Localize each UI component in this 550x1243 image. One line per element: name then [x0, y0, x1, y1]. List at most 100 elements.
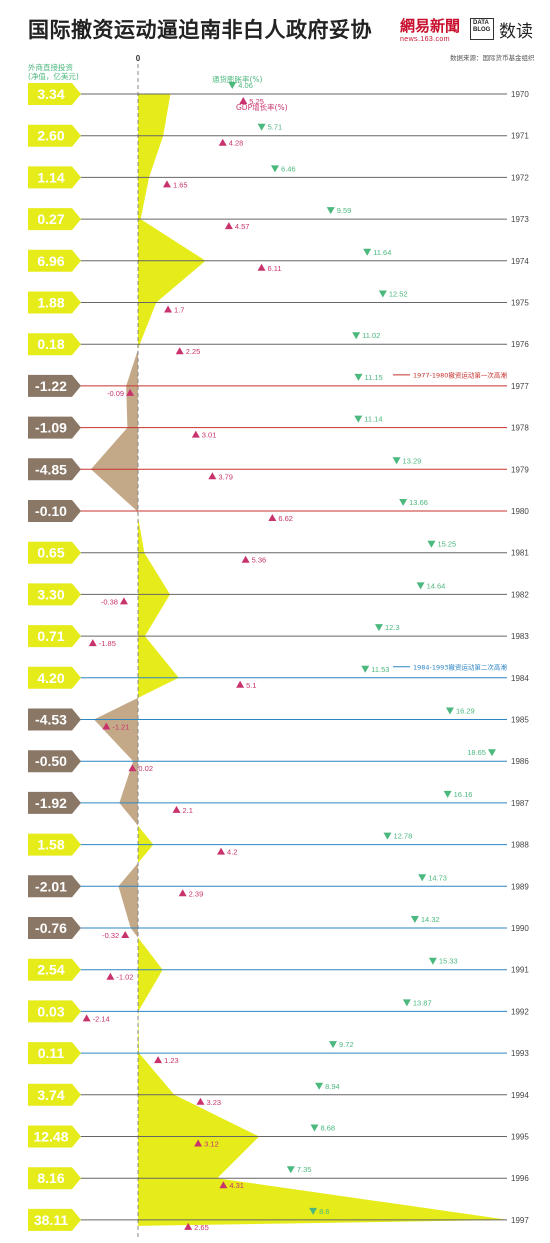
netease-logo-text: 網易新聞 — [400, 17, 461, 35]
year-row: 1.88 1975 12.52 1.7 — [28, 290, 529, 315]
inflation-value-label: 14.73 — [428, 873, 447, 882]
inflation-value-label: 13.29 — [403, 456, 422, 465]
inflation-marker — [374, 624, 383, 632]
fdi-value-label: -0.10 — [35, 503, 67, 519]
year-row: 2.60 1971 5.71 4.28 — [28, 123, 529, 148]
fdi-value-label: 0.11 — [38, 1045, 65, 1061]
inflation-marker — [309, 1207, 318, 1215]
year-label: 1986 — [511, 757, 529, 766]
fdi-value-label: 1.88 — [37, 295, 64, 311]
year-label: 1990 — [511, 924, 529, 933]
gdp-marker — [194, 1139, 203, 1147]
fdi-positive-segment — [138, 552, 171, 595]
fdi-negative-area — [90, 349, 138, 938]
gdp-value-label: 3.01 — [202, 431, 217, 440]
year-label: 1991 — [511, 966, 529, 975]
inflation-value-label: 16.16 — [454, 790, 473, 799]
fdi-value-badge — [28, 291, 81, 314]
fdi-positive-segment — [138, 177, 150, 220]
fdi-negative-segment — [130, 928, 138, 938]
fdi-value-label: -0.76 — [35, 920, 67, 936]
gdp-marker — [219, 1181, 228, 1189]
fdi-value-label: -0.50 — [35, 753, 67, 769]
fdi-value-label: 1.14 — [37, 169, 64, 185]
inflation-value-label: 7.35 — [297, 1165, 312, 1174]
fdi-positive-segment — [138, 516, 145, 553]
gdp-marker — [162, 180, 171, 188]
inflation-marker — [445, 707, 454, 715]
fdi-negative-segment — [119, 761, 138, 803]
year-label: 1974 — [511, 257, 529, 266]
gdp-value-label: 5.1 — [246, 681, 256, 690]
fdi-value-badge — [28, 1208, 81, 1231]
inflation-marker — [427, 540, 436, 548]
year-row: -1.22 1977 11.15 -0.09 — [28, 373, 529, 398]
year-label: 1981 — [511, 549, 529, 558]
year-label: 1973 — [511, 215, 529, 224]
fdi-value-badge — [28, 583, 81, 606]
fdi-value-label: -1.09 — [35, 420, 67, 436]
year-row: -2.01 1989 14.73 2.39 — [28, 873, 529, 898]
fdi-positive-segment — [138, 94, 171, 136]
gdp-value-label: -0.38 — [101, 597, 118, 606]
fdi-value-badge — [28, 1000, 81, 1023]
gdp-marker — [196, 1097, 205, 1105]
inflation-marker — [286, 1166, 295, 1174]
inflation-value-label: 11.64 — [373, 248, 391, 257]
inflation-legend: 通货膨胀率(%) — [212, 74, 263, 84]
gdp-marker — [128, 764, 137, 772]
inflation-marker — [270, 165, 279, 173]
inflation-marker — [402, 999, 411, 1007]
fdi-value-badge — [28, 208, 81, 231]
fdi-positive-segment — [138, 969, 163, 1012]
fdi-value-label: 1.58 — [37, 837, 64, 853]
gdp-marker — [164, 305, 173, 313]
inflation-value-label: 6.46 — [281, 164, 296, 173]
fdi-value-badge — [28, 166, 81, 189]
inflation-marker — [392, 457, 401, 465]
inflation-value-label: 11.53 — [371, 665, 389, 674]
year-row: 38.11 1997 8.6 2.65 — [28, 1207, 529, 1232]
gdp-value-label: 1.23 — [164, 1056, 179, 1065]
year-row: 2.54 1991 15.33 -1.02 — [28, 957, 529, 982]
gdp-value-label: 3.79 — [218, 472, 233, 481]
data-source-note: 数据来源：国际货币基金组织 — [450, 55, 535, 62]
fdi-positive-segment — [138, 1094, 260, 1137]
fdi-value-label: 0.03 — [37, 1003, 64, 1019]
fdi-value-badge — [28, 875, 81, 898]
fdi-value-badge — [28, 750, 81, 773]
gdp-marker — [154, 1056, 163, 1064]
year-row: 12.48 1995 8.68 3.12 — [28, 1124, 529, 1149]
fdi-value-label: -4.53 — [35, 712, 67, 728]
inflation-value-label: 15.25 — [437, 540, 456, 549]
fdi-positive-area — [138, 94, 508, 1226]
fdi-value-badge — [28, 458, 81, 481]
inflation-marker — [329, 1041, 338, 1049]
inflation-marker — [363, 248, 372, 256]
gdp-value-label: 1.7 — [174, 306, 184, 315]
inflation-marker — [361, 665, 370, 673]
inflation-value-label: 5.71 — [268, 123, 283, 132]
gdp-value-label: -1.21 — [112, 723, 129, 732]
inflation-value-label: 13.66 — [409, 498, 428, 507]
fdi-value-label: 12.48 — [33, 1129, 68, 1145]
year-row: -4.53 1985 16.29 -1.21 — [28, 707, 529, 732]
year-label: 1972 — [511, 173, 529, 182]
gdp-value-label: 4.31 — [229, 1181, 244, 1190]
fdi-value-label: -1.22 — [35, 378, 67, 394]
fdi-negative-segment — [90, 469, 138, 511]
gdp-value-label: 5.25 — [249, 97, 264, 106]
year-row: 0.03 1992 13.87 -2.14 — [28, 998, 529, 1023]
fdi-value-label: 0.71 — [37, 628, 64, 644]
fdi-positive-segment — [138, 677, 179, 698]
inflation-marker — [354, 373, 363, 381]
fdi-negative-segment — [118, 862, 138, 887]
year-label: 1983 — [511, 632, 529, 641]
fdi-positive-segment — [138, 219, 206, 261]
year-label: 1996 — [511, 1174, 529, 1183]
gdp-value-label: 6.62 — [278, 514, 293, 523]
year-label: 1980 — [511, 507, 529, 516]
inflation-marker — [399, 499, 408, 506]
gdp-marker — [236, 680, 245, 688]
